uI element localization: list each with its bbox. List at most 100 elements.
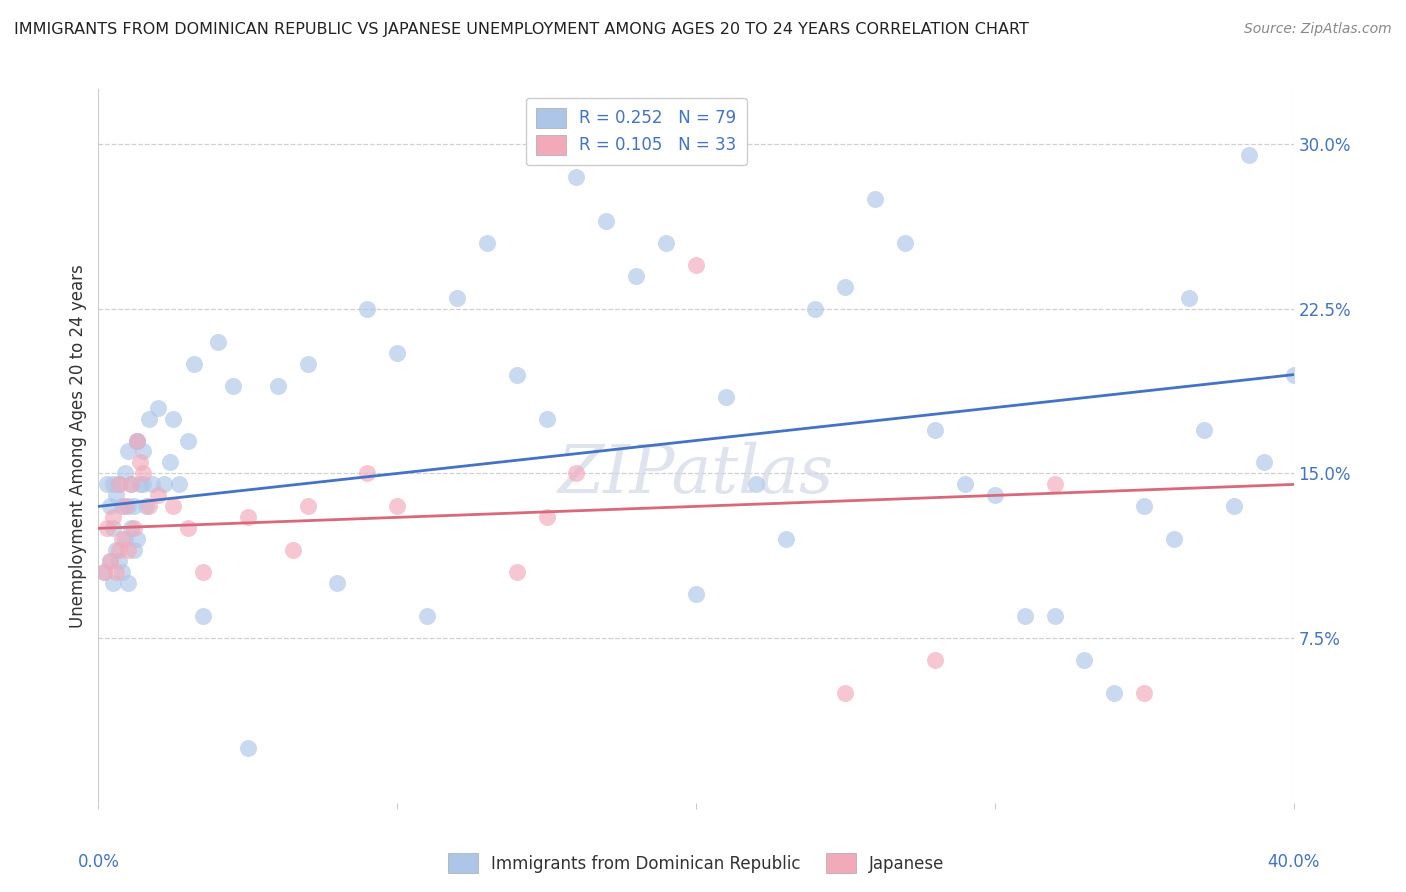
Point: [93, 566, 115, 580]
Point: [565, 169, 588, 184]
Point: [127, 434, 149, 448]
Point: [120, 477, 142, 491]
Point: [834, 686, 856, 700]
Point: [924, 423, 946, 437]
Point: [475, 235, 498, 250]
Point: [138, 500, 160, 514]
Point: [775, 533, 797, 547]
Point: [124, 500, 146, 514]
Point: [124, 521, 146, 535]
Point: [162, 500, 184, 514]
Point: [894, 235, 917, 250]
Point: [1043, 609, 1066, 624]
Point: [536, 411, 558, 425]
Point: [100, 500, 122, 514]
Point: [120, 477, 142, 491]
Point: [984, 488, 1007, 502]
Point: [1163, 533, 1185, 547]
Point: [105, 543, 128, 558]
Point: [103, 510, 125, 524]
Point: [1237, 148, 1260, 162]
Point: [297, 357, 319, 371]
Point: [222, 378, 245, 392]
Point: [191, 609, 214, 624]
Point: [141, 477, 163, 491]
Point: [1073, 653, 1095, 667]
Point: [129, 455, 152, 469]
Text: IMMIGRANTS FROM DOMINICAN REPUBLIC VS JAPANESE UNEMPLOYMENT AMONG AGES 20 TO 24 : IMMIGRANTS FROM DOMINICAN REPUBLIC VS JA…: [14, 22, 1029, 37]
Point: [114, 467, 136, 481]
Point: [132, 477, 155, 491]
Point: [162, 411, 184, 425]
Point: [506, 368, 529, 382]
Point: [159, 455, 181, 469]
Point: [924, 653, 946, 667]
Point: [120, 521, 142, 535]
Point: [1222, 500, 1246, 514]
Point: [127, 434, 149, 448]
Point: [297, 500, 319, 514]
Point: [111, 500, 134, 514]
Point: [127, 434, 149, 448]
Point: [1282, 368, 1305, 382]
Point: [108, 543, 131, 558]
Point: [1253, 455, 1275, 469]
Point: [114, 500, 136, 514]
Point: [385, 345, 409, 359]
Point: [1102, 686, 1125, 700]
Point: [117, 543, 139, 558]
Legend: Immigrants from Dominican Republic, Japanese: Immigrants from Dominican Republic, Japa…: [441, 847, 950, 880]
Point: [416, 609, 439, 624]
Point: [132, 444, 155, 458]
Point: [685, 587, 707, 601]
Point: [105, 566, 128, 580]
Point: [506, 566, 529, 580]
Text: 40.0%: 40.0%: [1267, 853, 1320, 871]
Point: [117, 444, 139, 458]
Point: [96, 521, 118, 535]
Point: [100, 554, 122, 568]
Point: [953, 477, 976, 491]
Text: Source: ZipAtlas.com: Source: ZipAtlas.com: [1244, 22, 1392, 37]
Point: [1178, 291, 1201, 305]
Point: [96, 477, 118, 491]
Point: [124, 543, 146, 558]
Point: [108, 477, 131, 491]
Point: [1014, 609, 1036, 624]
Point: [117, 576, 139, 591]
Text: ZIPatlas: ZIPatlas: [558, 442, 834, 508]
Point: [105, 488, 128, 502]
Point: [281, 543, 304, 558]
Point: [536, 510, 558, 524]
Point: [135, 500, 157, 514]
Point: [385, 500, 409, 514]
Point: [108, 554, 131, 568]
Point: [103, 576, 125, 591]
Point: [138, 411, 160, 425]
Point: [804, 301, 827, 316]
Point: [132, 467, 155, 481]
Point: [129, 477, 152, 491]
Point: [100, 554, 122, 568]
Point: [1192, 423, 1215, 437]
Point: [93, 566, 115, 580]
Text: 0.0%: 0.0%: [77, 853, 120, 871]
Point: [236, 510, 259, 524]
Point: [167, 477, 190, 491]
Point: [326, 576, 349, 591]
Point: [1133, 686, 1156, 700]
Point: [207, 334, 229, 349]
Point: [127, 533, 149, 547]
Point: [655, 235, 678, 250]
Point: [111, 533, 134, 547]
Point: [117, 500, 139, 514]
Point: [103, 477, 125, 491]
Point: [103, 521, 125, 535]
Point: [446, 291, 468, 305]
Point: [267, 378, 290, 392]
Point: [111, 566, 134, 580]
Point: [356, 467, 378, 481]
Point: [153, 477, 176, 491]
Point: [148, 401, 170, 415]
Point: [148, 488, 170, 502]
